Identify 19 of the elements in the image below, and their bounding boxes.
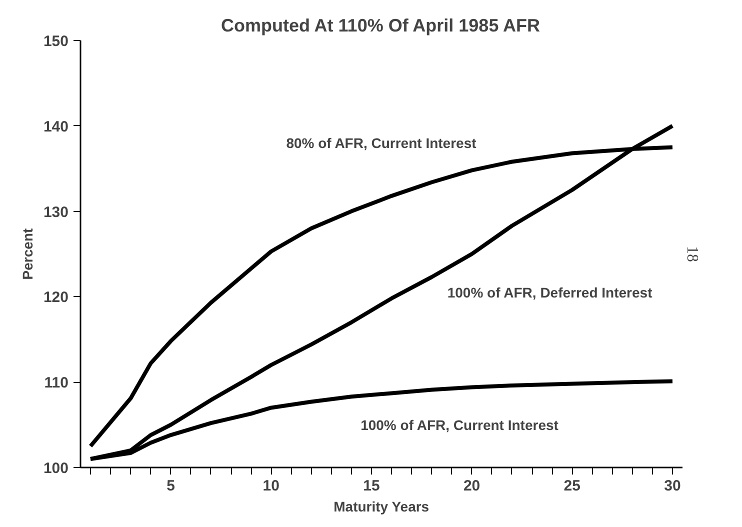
y-tick-label: 110	[44, 374, 69, 392]
annotation: 100% of AFR, Deferred Interest	[447, 284, 653, 300]
x-tick-label: 25	[564, 478, 580, 494]
y-tick-label: 100	[43, 460, 69, 477]
x-tick-label: 5	[166, 478, 175, 494]
y-tick-label: 120	[43, 289, 69, 306]
x-tick-label: 20	[463, 478, 480, 494]
annotation: 100% of AFR, Current Interest	[360, 416, 559, 433]
x-tick-label: 15	[363, 478, 380, 494]
y-tick-label: 150	[43, 33, 69, 50]
x-tick-label: 30	[664, 478, 681, 494]
x-tick-label: 10	[262, 478, 280, 494]
y-tick-label: 140	[43, 118, 69, 136]
text: 18	[684, 246, 700, 262]
y-tick-label: 130	[43, 204, 69, 221]
y-axis-title: Percent	[19, 228, 36, 280]
annotation: 80% of AFR, Current Interest	[286, 134, 477, 151]
chart-title: Computed At 110% Of April 1985 AFR	[220, 16, 540, 36]
x-axis-title: Maturity Years	[334, 498, 430, 514]
